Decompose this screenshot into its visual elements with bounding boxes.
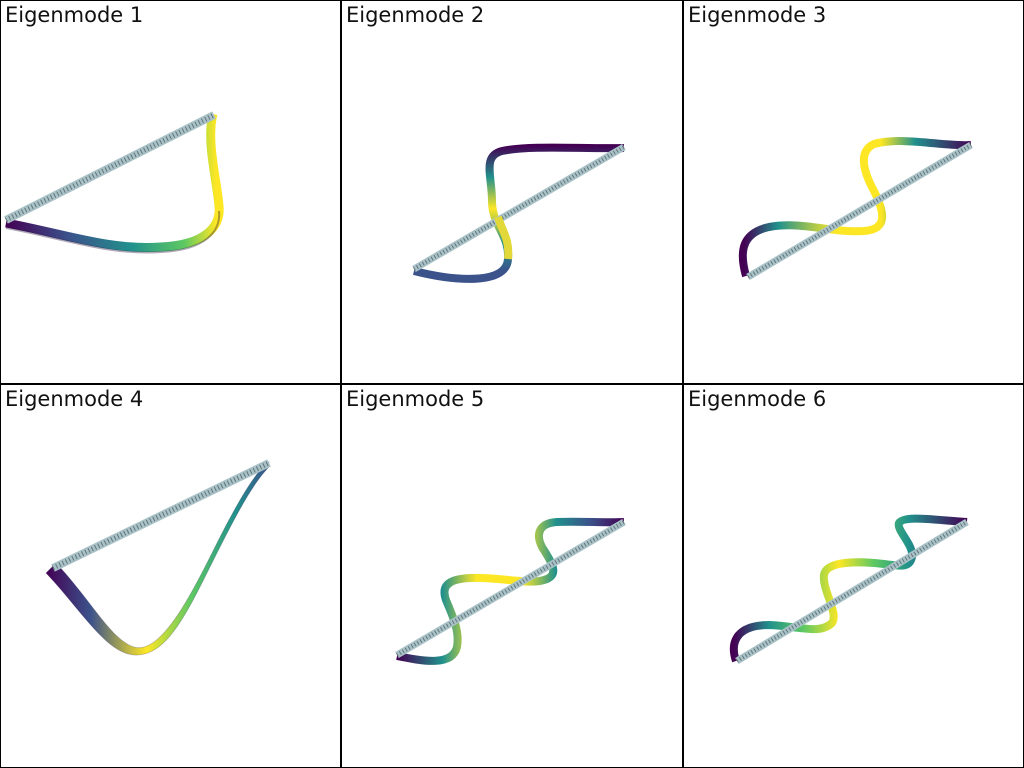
eigenmode-1-render: [4, 111, 224, 254]
mode-shape-3: [738, 137, 972, 278]
eigenmode-panel-1: Eigenmode 1: [1, 1, 340, 383]
eigenmode-panel-3: Eigenmode 3: [684, 1, 1023, 383]
eigenmode-panel-4: Eigenmode 4: [1, 385, 340, 767]
eigenmode-5-render: [395, 517, 626, 665]
panel-title-1: Eigenmode 1: [5, 3, 144, 27]
eigenmode-panel-2: Eigenmode 2: [342, 1, 682, 383]
eigenmode-6-render: [729, 514, 969, 664]
eigenmode-3-render: [738, 137, 973, 281]
eigenmode-panel-6: Eigenmode 6: [684, 385, 1023, 767]
mode-shape-2: [413, 143, 625, 283]
panel-title-2: Eigenmode 2: [346, 3, 485, 27]
mode-shape-4: [45, 461, 270, 656]
eigenmode-4-render: [45, 459, 271, 656]
undeformed-beam-5: [395, 518, 626, 659]
mode-shape-6: [729, 514, 968, 663]
panel-title-6: Eigenmode 6: [688, 387, 827, 411]
mode-shape-1: [5, 112, 224, 253]
beam-mesh-6: [735, 520, 969, 663]
beam-mesh-4: [51, 460, 271, 571]
eigenmode-panel-5: Eigenmode 5: [342, 385, 682, 767]
undeformed-beam-1: [4, 111, 216, 224]
beam-mesh-3: [746, 143, 973, 279]
panel-title-5: Eigenmode 5: [346, 387, 485, 411]
mode-shape-2-front: [494, 215, 513, 260]
mode-shape-1-underside: [5, 210, 221, 254]
eigenmode-2-render: [412, 143, 626, 283]
panel-title-4: Eigenmode 4: [5, 387, 144, 411]
panel-title-3: Eigenmode 3: [688, 3, 827, 27]
undeformed-beam-2: [412, 143, 626, 273]
